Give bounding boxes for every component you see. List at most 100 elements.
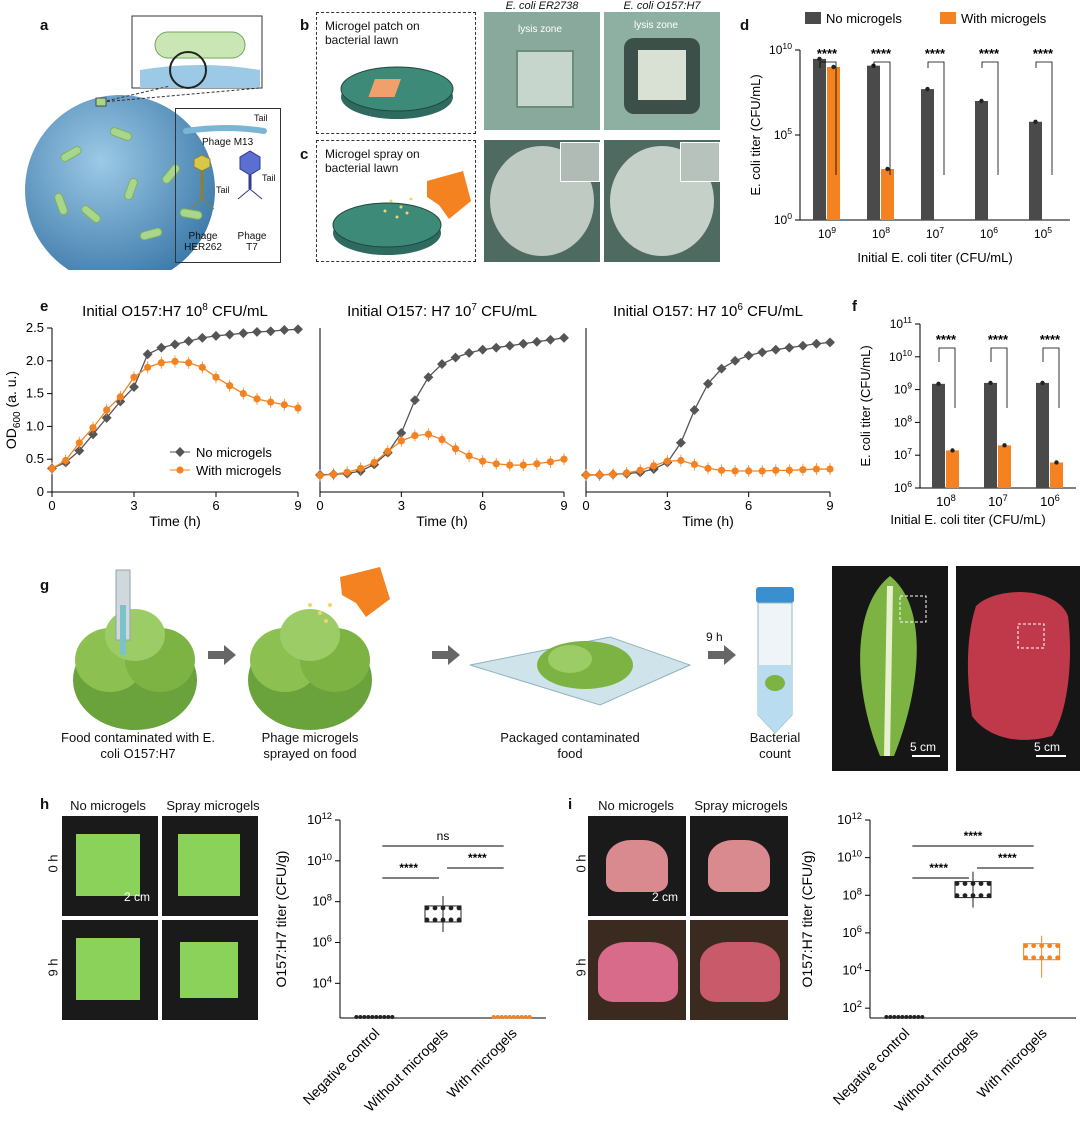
- f-x-tick-label: 108: [936, 493, 956, 509]
- e-point-no: [784, 342, 795, 353]
- e-legend-marker-no: [175, 447, 185, 457]
- e-point-with: [157, 359, 165, 367]
- e-x-tick-label: 0: [48, 498, 55, 513]
- i-point-neg: [916, 1015, 921, 1019]
- h-9h-label: 9 h: [45, 958, 61, 977]
- e-x-tick-label: 9: [826, 498, 833, 513]
- e-point-with: [717, 466, 726, 474]
- h-bracket-left-label: ****: [399, 861, 418, 875]
- f-point: [1054, 460, 1059, 465]
- i-bracket-right-label: ****: [998, 851, 1017, 865]
- e-point-with: [745, 467, 753, 475]
- e-point-with: [506, 461, 514, 469]
- d-point: [817, 56, 822, 62]
- h-y-tick-label: 1012: [307, 811, 332, 827]
- legend-label-with: With microgels: [961, 11, 1047, 26]
- e-point-with: [663, 457, 671, 465]
- h-point-neg: [390, 1015, 395, 1019]
- chart-f: 106 107 108 109 1010 1011 108 **** 107 **** 106 ***…: [858, 315, 1076, 527]
- lysis-photo-o157: lysis zone: [604, 12, 720, 130]
- d-sig-bracket: [1035, 61, 1053, 175]
- packaged-tray: [469, 636, 692, 706]
- h-point-neg: [358, 1015, 363, 1019]
- i-point-with: [1055, 955, 1061, 961]
- petri-dish-patch: [340, 66, 454, 119]
- h-no-microgels-header: No microgels: [70, 798, 146, 813]
- e-point-with: [130, 373, 138, 381]
- d-x-label: Initial E. coli titer (CFU/mL): [857, 250, 1012, 265]
- h-point-with: [523, 1015, 528, 1019]
- i-point-neg: [900, 1015, 905, 1019]
- h-point-neg: [382, 1015, 387, 1019]
- e-point-with: [704, 464, 712, 472]
- h-0h-label: 0 h: [45, 854, 61, 873]
- d-sig-bracket: [819, 61, 837, 175]
- i-0h-label: 0 h: [573, 854, 589, 873]
- e-point-with: [397, 437, 405, 445]
- f-x-tick-label: 106: [1040, 493, 1060, 509]
- e-x-tick-label: 3: [130, 498, 137, 513]
- h-point-without: [448, 917, 454, 923]
- spray-diagram-box: Microgel spray on bacterial lawn: [316, 140, 476, 262]
- e-x-tick-label: 9: [560, 498, 567, 513]
- h-bracket-top-label: ns: [437, 829, 450, 843]
- d-bar: [921, 89, 934, 220]
- petri-dish-spray: [332, 171, 471, 255]
- h-point-without: [456, 905, 462, 911]
- h-point-with: [519, 1015, 524, 1019]
- d-bar: [867, 65, 880, 220]
- tail-label-her262: Tail: [216, 185, 230, 195]
- d-x-tick-label: 108: [872, 225, 890, 241]
- i-point-neg: [908, 1015, 913, 1019]
- h-point-with: [515, 1015, 520, 1019]
- e-point-with: [479, 457, 487, 465]
- i-bracket-left-label: ****: [929, 861, 948, 875]
- i-point-neg: [912, 1015, 917, 1019]
- e-point-with: [198, 363, 206, 371]
- f-x-tick-label: 107: [988, 493, 1008, 509]
- chart-e: Initial O157:H7 108 CFU/mL0 3 6 900.51.01.5…: [3, 302, 835, 529]
- e-point-no: [675, 437, 686, 448]
- d-point: [885, 166, 890, 172]
- h-y-tick-label: 108: [312, 893, 332, 909]
- e-point-no: [531, 336, 542, 347]
- chart-d: No microgels With microgels 100 105 1010 109 *…: [748, 11, 1070, 265]
- panel-a-illustration: [25, 15, 263, 270]
- panel-label-d: d: [740, 17, 750, 34]
- i-photo-no-9h: [588, 920, 686, 1020]
- e-point-no: [477, 344, 488, 355]
- f-sig-bracket: [990, 347, 1008, 408]
- d-x-tick-label: 106: [980, 225, 998, 241]
- e-point-no: [716, 363, 727, 374]
- e-point-no: [743, 350, 754, 361]
- e-point-with: [533, 460, 541, 468]
- g-step2-label: Phage microgels sprayed on food: [261, 730, 359, 761]
- d-bar: [827, 67, 840, 220]
- h-point-without: [448, 905, 454, 911]
- h-point-with: [503, 1015, 508, 1019]
- e-point-no: [211, 330, 221, 341]
- f-x-label: Initial E. coli titer (CFU/mL): [890, 512, 1045, 527]
- e-point-no: [156, 342, 167, 353]
- e-point-with: [451, 445, 460, 453]
- e-point-no: [811, 338, 822, 349]
- e-point-with: [812, 465, 821, 473]
- f-point: [988, 380, 993, 386]
- e-point-no: [559, 332, 569, 343]
- i-point-with: [1031, 955, 1037, 961]
- e-x-tick-label: 3: [664, 498, 671, 513]
- f-sig-label: ****: [1040, 332, 1061, 347]
- d-point: [925, 86, 930, 92]
- i-y-tick-label: 108: [842, 886, 862, 902]
- e-point-with: [62, 456, 70, 465]
- h-photo-no-9h: [62, 920, 158, 1020]
- i-point-without: [986, 893, 992, 899]
- tail-label-m13: Tail: [254, 113, 268, 123]
- f-bar: [1036, 382, 1049, 488]
- f-point: [1040, 380, 1045, 386]
- f-y-tick-label: 108: [894, 413, 912, 429]
- g-step4-label: Bacterial count: [749, 730, 801, 761]
- lysis-zone-label-2: lysis zone: [634, 20, 678, 31]
- e-point-no: [101, 412, 112, 423]
